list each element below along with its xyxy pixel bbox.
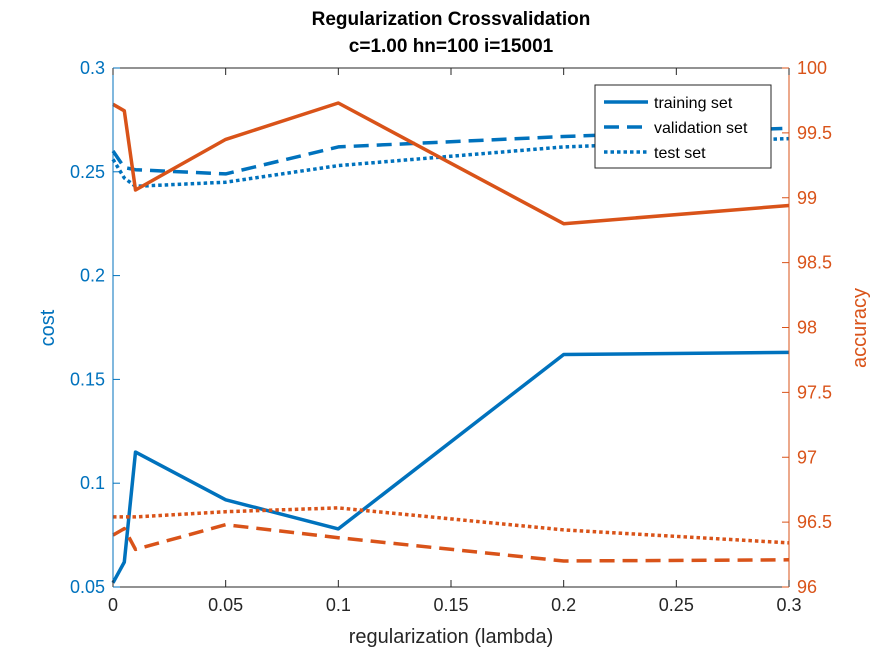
series-line-right-dotted bbox=[113, 506, 790, 545]
series-layer bbox=[111, 101, 790, 584]
x-tick-label: 0 bbox=[108, 595, 118, 615]
legend: training set validation set test set bbox=[594, 84, 772, 169]
y-tick-label-right: 100 bbox=[797, 58, 827, 78]
series-line-left-solid bbox=[111, 350, 790, 584]
series-line-right-dashed bbox=[112, 522, 790, 563]
y-tick-label-left: 0.1 bbox=[80, 473, 105, 493]
legend-label-test: test set bbox=[654, 145, 706, 162]
y-tick-label-right: 96 bbox=[797, 577, 817, 597]
y-tick-label-right: 97.5 bbox=[797, 382, 832, 402]
x-axis-label: regularization (lambda) bbox=[349, 626, 554, 648]
y-tick-label-right: 99 bbox=[797, 188, 817, 208]
y-tick-label-left: 0.2 bbox=[80, 266, 105, 286]
legend-box bbox=[594, 84, 772, 169]
y-tick-label-left: 0.05 bbox=[70, 577, 105, 597]
y-tick-label-right: 96.5 bbox=[797, 512, 832, 532]
series-line-left-dashed bbox=[111, 126, 790, 176]
x-tick-label: 0.2 bbox=[551, 595, 576, 615]
legend-label-validation: validation set bbox=[654, 120, 748, 137]
y-axis-label-left: cost bbox=[37, 309, 59, 346]
y-tick-label-right: 99.5 bbox=[797, 123, 832, 143]
title-line-2: c=1.00 hn=100 i=15001 bbox=[349, 36, 554, 57]
y-axis-label-right: accuracy bbox=[849, 288, 871, 368]
chart-title: Regularization Crossvalidation c=1.00 hn… bbox=[312, 9, 591, 57]
series-line-right-solid bbox=[112, 101, 790, 226]
y-tick-label-left: 0.25 bbox=[70, 162, 105, 182]
y-tick-label-right: 97 bbox=[797, 447, 817, 467]
y-tick-label-right: 98 bbox=[797, 318, 817, 338]
series-line-left-dotted bbox=[111, 136, 790, 189]
y-tick-label-left: 0.3 bbox=[80, 58, 105, 78]
ticks-layer: 0 0.05 0.1 0.15 0.2 0.25 0.30.050.10.150.20.25… bbox=[70, 58, 832, 615]
x-tick-label: 0.3 bbox=[776, 595, 801, 615]
x-tick-label: 0.15 bbox=[433, 595, 468, 615]
title-line-1: Regularization Crossvalidation bbox=[312, 9, 591, 30]
legend-label-training: training set bbox=[654, 95, 733, 112]
x-tick-label: 0.05 bbox=[208, 595, 243, 615]
y-tick-label-left: 0.15 bbox=[70, 369, 105, 389]
y-tick-label-right: 98.5 bbox=[797, 253, 832, 273]
x-tick-label: 0.1 bbox=[326, 595, 351, 615]
x-tick-label: 0.25 bbox=[659, 595, 694, 615]
